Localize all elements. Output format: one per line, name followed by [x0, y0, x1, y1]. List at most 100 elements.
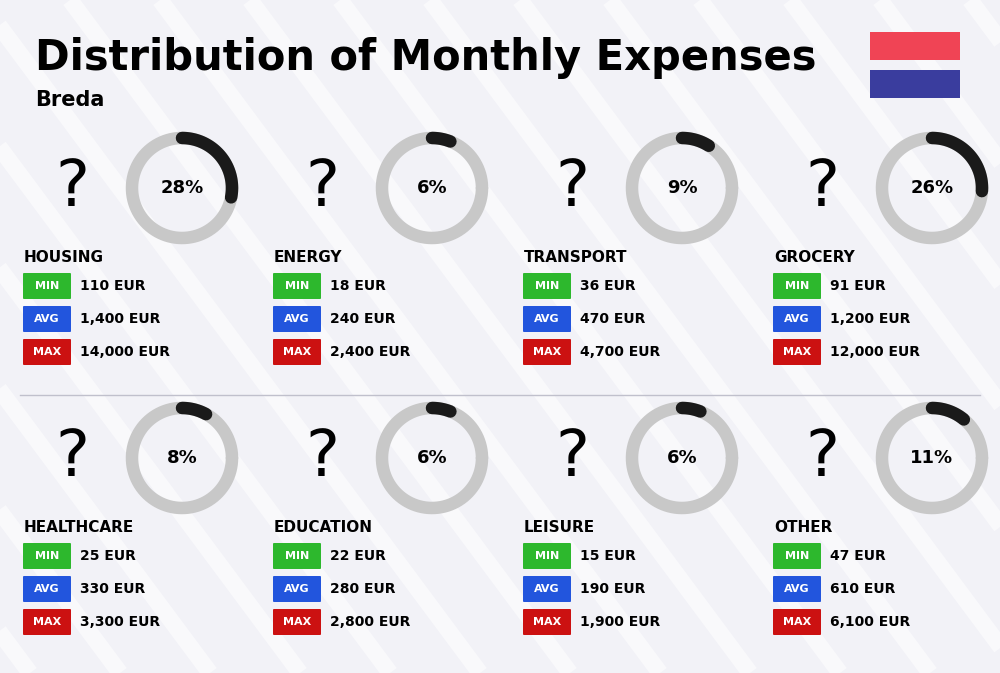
- FancyBboxPatch shape: [523, 576, 571, 602]
- Text: 280 EUR: 280 EUR: [330, 582, 396, 596]
- Text: MIN: MIN: [535, 281, 559, 291]
- Text: ?: ?: [55, 157, 89, 219]
- FancyBboxPatch shape: [23, 543, 71, 569]
- FancyBboxPatch shape: [273, 609, 321, 635]
- FancyBboxPatch shape: [773, 306, 821, 332]
- Text: AVG: AVG: [784, 584, 810, 594]
- Text: MIN: MIN: [35, 551, 59, 561]
- Text: MIN: MIN: [785, 551, 809, 561]
- FancyBboxPatch shape: [523, 609, 571, 635]
- Text: AVG: AVG: [34, 584, 60, 594]
- Text: 2,400 EUR: 2,400 EUR: [330, 345, 410, 359]
- FancyBboxPatch shape: [773, 273, 821, 299]
- Text: AVG: AVG: [284, 314, 310, 324]
- Text: 1,900 EUR: 1,900 EUR: [580, 615, 660, 629]
- FancyBboxPatch shape: [523, 273, 571, 299]
- Text: 6%: 6%: [667, 449, 697, 467]
- FancyBboxPatch shape: [273, 339, 321, 365]
- Text: MIN: MIN: [285, 281, 309, 291]
- Text: MIN: MIN: [35, 281, 59, 291]
- Text: LEISURE: LEISURE: [524, 520, 595, 536]
- Text: OTHER: OTHER: [774, 520, 832, 536]
- Text: AVG: AVG: [784, 314, 810, 324]
- Text: MAX: MAX: [33, 347, 61, 357]
- Text: MAX: MAX: [783, 347, 811, 357]
- Text: 91 EUR: 91 EUR: [830, 279, 886, 293]
- Text: 9%: 9%: [667, 179, 697, 197]
- Text: MAX: MAX: [283, 617, 311, 627]
- Text: 6%: 6%: [417, 449, 447, 467]
- Text: ENERGY: ENERGY: [274, 250, 342, 266]
- Text: 18 EUR: 18 EUR: [330, 279, 386, 293]
- FancyBboxPatch shape: [773, 576, 821, 602]
- Text: MAX: MAX: [33, 617, 61, 627]
- Text: GROCERY: GROCERY: [774, 250, 855, 266]
- Text: MAX: MAX: [533, 617, 561, 627]
- Text: 610 EUR: 610 EUR: [830, 582, 895, 596]
- Text: 190 EUR: 190 EUR: [580, 582, 645, 596]
- Text: 110 EUR: 110 EUR: [80, 279, 146, 293]
- Text: HEALTHCARE: HEALTHCARE: [24, 520, 134, 536]
- Text: 6,100 EUR: 6,100 EUR: [830, 615, 910, 629]
- Text: 2,800 EUR: 2,800 EUR: [330, 615, 410, 629]
- Text: HOUSING: HOUSING: [24, 250, 104, 266]
- FancyBboxPatch shape: [773, 339, 821, 365]
- Text: 1,400 EUR: 1,400 EUR: [80, 312, 160, 326]
- Text: MAX: MAX: [533, 347, 561, 357]
- Text: AVG: AVG: [284, 584, 310, 594]
- Text: 4,700 EUR: 4,700 EUR: [580, 345, 660, 359]
- FancyBboxPatch shape: [870, 32, 960, 60]
- Text: 14,000 EUR: 14,000 EUR: [80, 345, 170, 359]
- Text: AVG: AVG: [534, 584, 560, 594]
- FancyBboxPatch shape: [23, 339, 71, 365]
- Text: Distribution of Monthly Expenses: Distribution of Monthly Expenses: [35, 37, 816, 79]
- FancyBboxPatch shape: [773, 543, 821, 569]
- Text: TRANSPORT: TRANSPORT: [524, 250, 628, 266]
- Text: MAX: MAX: [783, 617, 811, 627]
- Text: 330 EUR: 330 EUR: [80, 582, 145, 596]
- Text: 8%: 8%: [167, 449, 197, 467]
- Text: 22 EUR: 22 EUR: [330, 549, 386, 563]
- Text: 26%: 26%: [910, 179, 954, 197]
- FancyBboxPatch shape: [273, 306, 321, 332]
- Text: AVG: AVG: [534, 314, 560, 324]
- Text: Breda: Breda: [35, 90, 104, 110]
- Text: ?: ?: [305, 157, 339, 219]
- FancyBboxPatch shape: [273, 576, 321, 602]
- Text: 28%: 28%: [160, 179, 204, 197]
- Text: ?: ?: [555, 157, 589, 219]
- FancyBboxPatch shape: [773, 609, 821, 635]
- Text: 3,300 EUR: 3,300 EUR: [80, 615, 160, 629]
- Text: ?: ?: [305, 427, 339, 489]
- Text: 240 EUR: 240 EUR: [330, 312, 396, 326]
- Text: MIN: MIN: [535, 551, 559, 561]
- Text: ?: ?: [555, 427, 589, 489]
- Text: 36 EUR: 36 EUR: [580, 279, 636, 293]
- Text: 1,200 EUR: 1,200 EUR: [830, 312, 910, 326]
- Text: 470 EUR: 470 EUR: [580, 312, 645, 326]
- Text: MAX: MAX: [283, 347, 311, 357]
- FancyBboxPatch shape: [523, 306, 571, 332]
- FancyBboxPatch shape: [23, 609, 71, 635]
- Text: AVG: AVG: [34, 314, 60, 324]
- Text: ?: ?: [55, 427, 89, 489]
- Text: 12,000 EUR: 12,000 EUR: [830, 345, 920, 359]
- Text: 6%: 6%: [417, 179, 447, 197]
- FancyBboxPatch shape: [870, 70, 960, 98]
- Text: MIN: MIN: [285, 551, 309, 561]
- Text: 47 EUR: 47 EUR: [830, 549, 886, 563]
- Text: 15 EUR: 15 EUR: [580, 549, 636, 563]
- Text: 11%: 11%: [910, 449, 954, 467]
- Text: 25 EUR: 25 EUR: [80, 549, 136, 563]
- Text: EDUCATION: EDUCATION: [274, 520, 373, 536]
- Text: MIN: MIN: [785, 281, 809, 291]
- FancyBboxPatch shape: [23, 576, 71, 602]
- FancyBboxPatch shape: [23, 306, 71, 332]
- FancyBboxPatch shape: [523, 543, 571, 569]
- Text: ?: ?: [805, 427, 839, 489]
- FancyBboxPatch shape: [273, 543, 321, 569]
- FancyBboxPatch shape: [273, 273, 321, 299]
- Text: ?: ?: [805, 157, 839, 219]
- FancyBboxPatch shape: [23, 273, 71, 299]
- FancyBboxPatch shape: [523, 339, 571, 365]
